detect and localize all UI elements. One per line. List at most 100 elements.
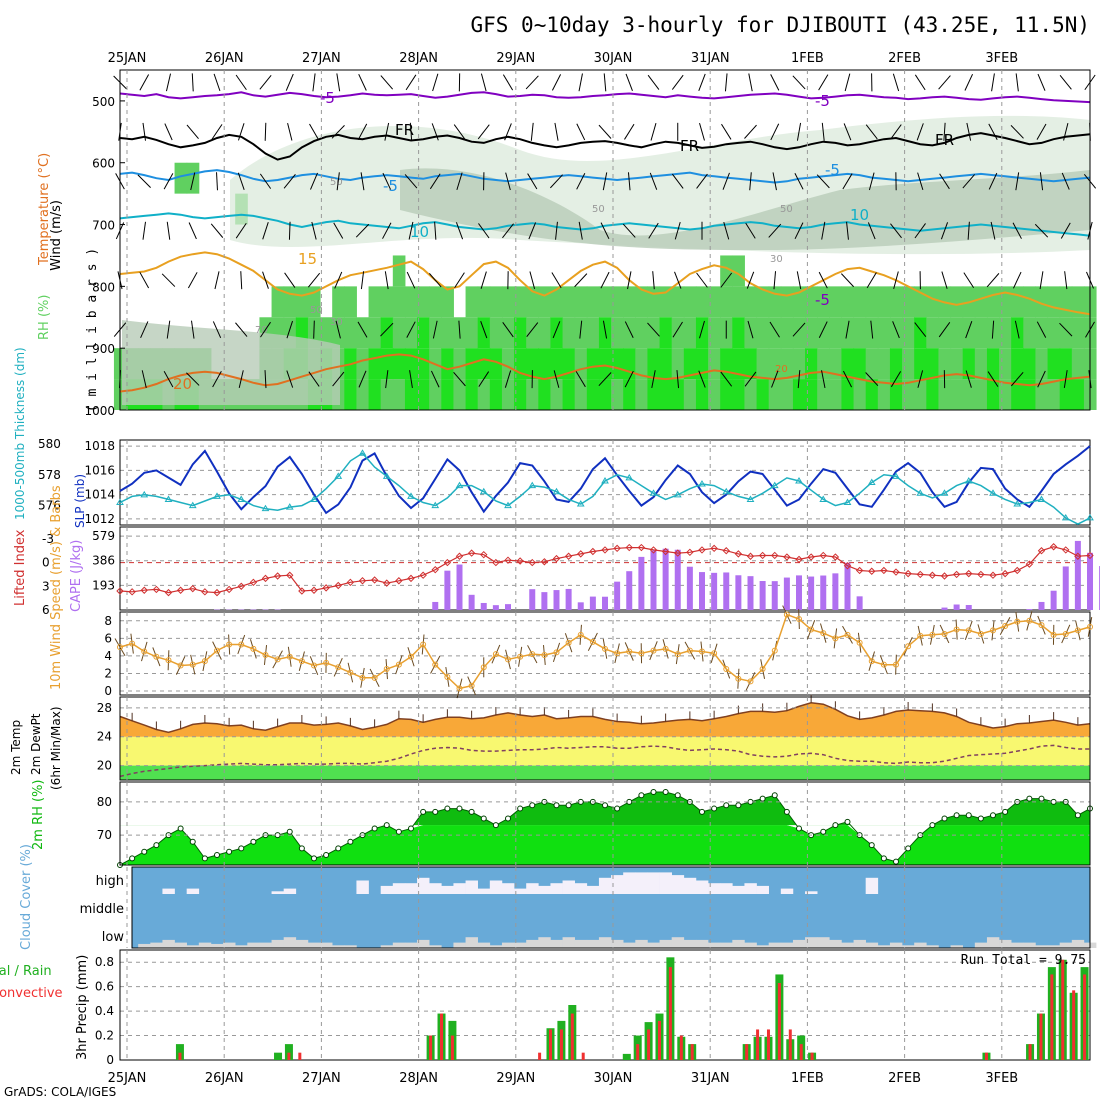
- wind-barb: [308, 371, 320, 387]
- wind10m-marker: [383, 666, 390, 673]
- wind-barb: [840, 273, 855, 288]
- cape-bar: [553, 590, 560, 610]
- wind10m-tick-label: 8: [104, 614, 112, 628]
- thickness-marker: [164, 495, 173, 502]
- precip-convective-label: Convective: [0, 986, 63, 1001]
- isotherm-line: [119, 91, 1091, 104]
- rh-cell: [792, 348, 806, 380]
- cape-bar: [589, 596, 596, 610]
- cloud-low-cell: [429, 945, 442, 948]
- rh-cell: [611, 379, 624, 410]
- wind-barb: [868, 172, 875, 191]
- cape-bar: [771, 581, 778, 610]
- wind-barb: [434, 221, 437, 240]
- wind-barb: [235, 322, 248, 337]
- thickness-marker: [552, 487, 561, 495]
- lifted-index-marker: [722, 547, 730, 555]
- precip-tick-label: 0.6: [95, 980, 114, 994]
- wind-barb: [1015, 73, 1019, 92]
- wind-barb: [358, 73, 367, 91]
- wind-barb: [380, 322, 394, 337]
- lifted-index-marker: [249, 578, 258, 587]
- lifted-index-marker: [419, 571, 427, 579]
- rh-cell: [756, 348, 770, 380]
- wind-barb: [892, 73, 900, 92]
- cape-tick-label: 193: [92, 578, 115, 592]
- rh-cell: [708, 286, 721, 318]
- wind-barb: [140, 321, 149, 339]
- rh-cell: [817, 317, 830, 349]
- cloud-low-cell: [514, 942, 527, 948]
- wind-barb: [553, 370, 560, 388]
- wind-barb: [211, 124, 223, 140]
- lifted-index-marker: [686, 548, 694, 557]
- wind-barb: [1010, 124, 1024, 139]
- rh-cell: [671, 286, 685, 318]
- cape-bar: [808, 576, 815, 610]
- wind10m-marker: [298, 658, 305, 665]
- wind-barb: [746, 271, 755, 289]
- pressure-tick-label: 500: [92, 95, 115, 109]
- rh2m-tick-label: 80: [97, 795, 112, 809]
- rh2m-marker: [759, 795, 766, 802]
- contour-label: 30: [770, 254, 783, 265]
- wind-barb: [336, 172, 340, 191]
- cloud-tick-label: middle: [80, 902, 124, 917]
- cape-bar: [686, 566, 693, 610]
- rh-cell: [332, 286, 345, 318]
- rh-cell: [1011, 348, 1024, 380]
- rh-cell: [586, 348, 600, 380]
- rh-cell: [283, 286, 297, 318]
- wind-barb: [867, 222, 876, 240]
- cloud-high-cell: [780, 888, 794, 894]
- rh2m-marker: [565, 802, 572, 809]
- wind-barb: [360, 271, 365, 290]
- cloud-high-cell: [162, 888, 175, 894]
- lifted-index-marker: [298, 587, 306, 595]
- rh-cell: [477, 286, 491, 318]
- rh-cell: [756, 317, 770, 349]
- rh2m-marker: [832, 822, 839, 829]
- rh-cell: [974, 317, 988, 349]
- bottom-date-label: 28JAN: [399, 1071, 438, 1086]
- cloud-low-cell: [259, 942, 272, 948]
- wind-barb: [382, 172, 392, 190]
- rh2m-marker: [395, 828, 402, 835]
- precip-convective-bar: [777, 983, 781, 1060]
- wind10m-marker: [395, 661, 402, 668]
- rh-cell: [392, 379, 406, 410]
- temperature-axis-label: Temperature (°C): [37, 153, 52, 266]
- rh-cell: [986, 348, 1000, 380]
- rh2m-marker: [650, 788, 657, 795]
- rh-cell: [671, 317, 685, 349]
- rh2m-marker: [250, 838, 257, 845]
- rh-cell: [477, 317, 491, 349]
- wind10m-tick-label: 6: [104, 631, 112, 645]
- rh-cell: [695, 379, 709, 410]
- wind-barb: [429, 173, 441, 190]
- wind-barb: [1039, 172, 1044, 191]
- wind-barb: [792, 75, 806, 90]
- wind-barb: [456, 172, 463, 191]
- rh2m-marker: [226, 848, 233, 855]
- contour-label: 20: [775, 364, 788, 375]
- wind-barb: [139, 272, 150, 289]
- li-tick-label: 6: [42, 603, 50, 617]
- wind-barb: [890, 371, 902, 388]
- cloud-low-cell: [198, 942, 212, 948]
- rh-cell: [477, 379, 491, 410]
- cape-bar: [723, 572, 730, 610]
- precip-convective-bar: [287, 1052, 291, 1060]
- lifted-index-marker: [710, 544, 718, 553]
- wind-barb: [478, 371, 490, 387]
- precip-convective-bar: [178, 1052, 182, 1060]
- temperature-line: [119, 702, 1091, 734]
- rh-cell: [877, 317, 891, 349]
- rh-cell: [671, 379, 685, 410]
- wind-barb: [796, 122, 802, 141]
- cape-bar: [820, 575, 827, 610]
- cloud-low-cell: [841, 942, 854, 948]
- rh-cell: [598, 348, 612, 380]
- rh-cell: [902, 317, 915, 349]
- cloud-low-cell: [865, 942, 879, 948]
